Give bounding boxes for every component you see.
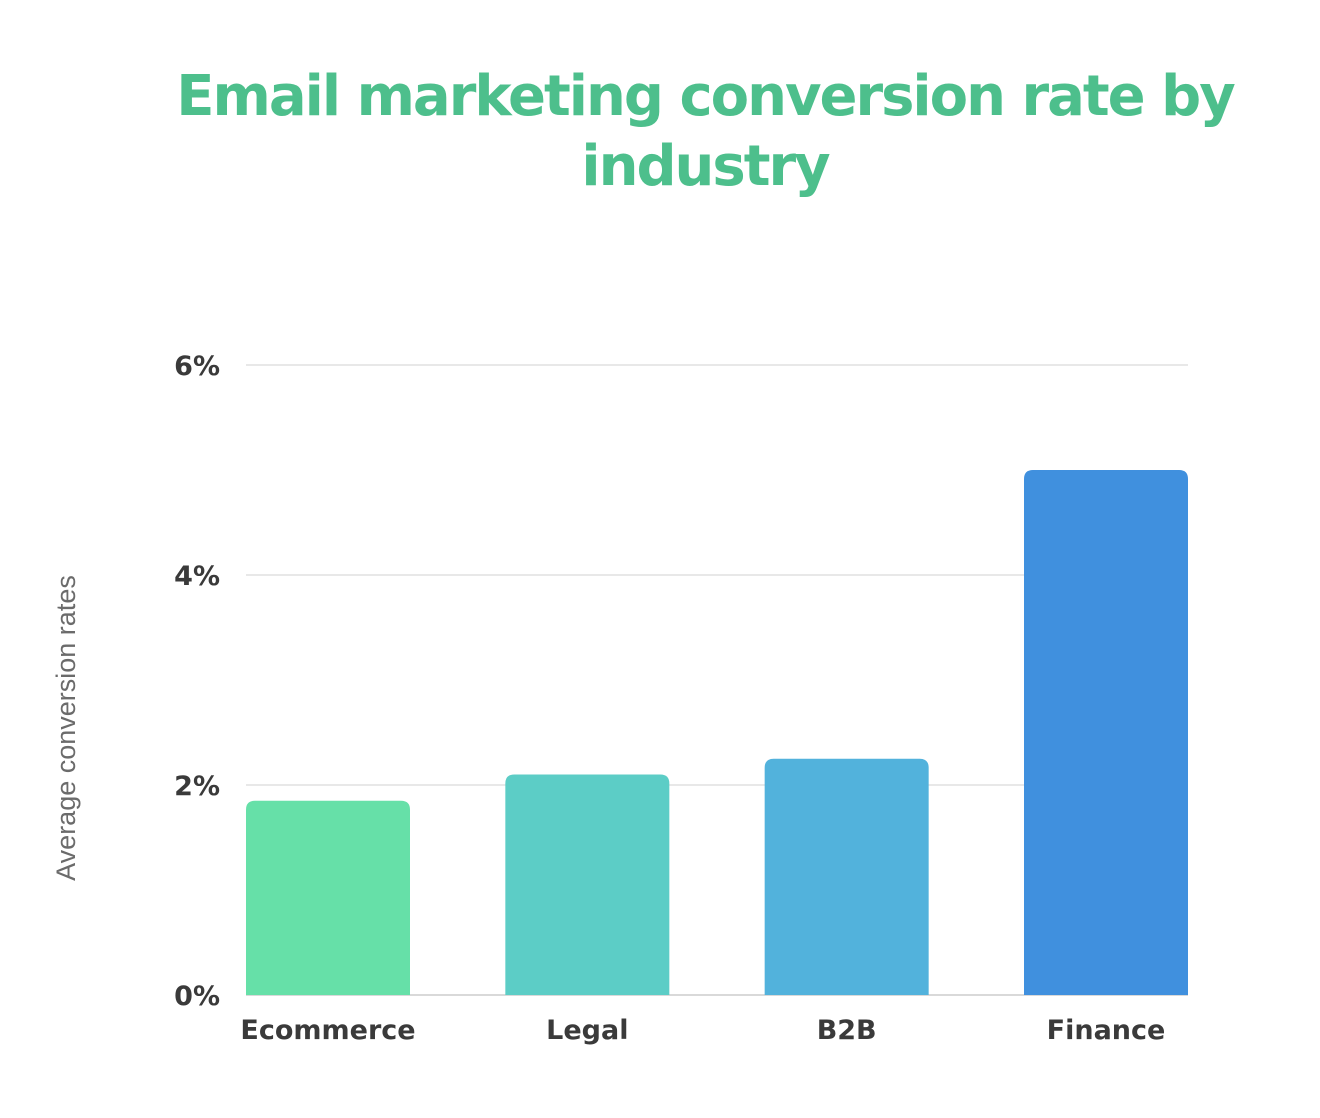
y-tick-label: 0% [174, 981, 220, 1012]
x-tick-label: Finance [1047, 1015, 1166, 1046]
bar-ecommerce [246, 800, 410, 995]
chart-title: Email marketing conversion rate by indus… [176, 64, 1235, 199]
y-axis-ticks: 0% 2% 4% 6% [174, 351, 220, 1012]
bar-finance [1024, 470, 1188, 995]
bars [246, 470, 1188, 995]
y-tick-label: 6% [174, 351, 220, 382]
x-tick-label: Ecommerce [240, 1015, 415, 1046]
x-tick-label: Legal [546, 1015, 628, 1046]
bar-legal [505, 774, 670, 995]
y-tick-label: 4% [174, 561, 220, 592]
y-tick-label: 2% [174, 771, 220, 802]
x-tick-label: B2B [817, 1015, 877, 1046]
y-axis-label: Average conversion rates [51, 575, 81, 881]
x-axis-ticks: Ecommerce Legal B2B Finance [240, 1015, 1165, 1046]
bar-b2b [764, 758, 929, 995]
